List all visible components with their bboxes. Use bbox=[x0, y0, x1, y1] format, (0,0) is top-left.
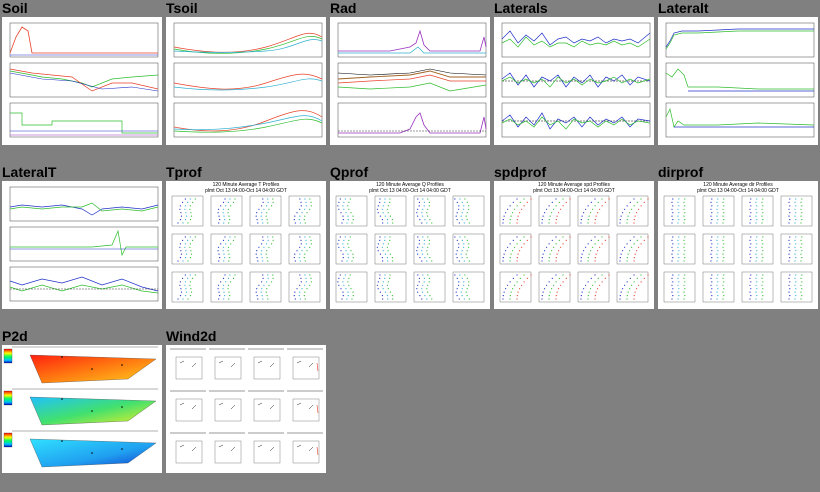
thumbnail-lateralt[interactable]: Lateralt bbox=[656, 0, 818, 162]
wind-grid bbox=[170, 348, 323, 464]
plot-image: 120 Minute Average dir Profiles plmt Oct… bbox=[658, 181, 818, 309]
thumbnail-rad[interactable]: Rad bbox=[328, 0, 490, 162]
thumbnail-soil[interactable]: Soil bbox=[0, 0, 162, 162]
plot-title: 120 Minute Average Q Profiles bbox=[376, 182, 444, 188]
thumbnail-dirprof[interactable]: dirprof 120 Minute Average dir Profiles … bbox=[656, 164, 818, 326]
thumbnail-laterals[interactable]: Laterals bbox=[492, 0, 654, 162]
profile-grid: 120 Minute Average Q Profiles plmt Oct 1… bbox=[335, 182, 485, 303]
plot-image bbox=[2, 181, 162, 309]
thumbnail-label: Tprof bbox=[166, 164, 202, 180]
plot-image: 120 Minute Average spd Profiles plmt Oct… bbox=[494, 181, 654, 309]
plot-subtitle: plmt Oct 13 04:00-Oct 14 04:00 GDT bbox=[533, 188, 615, 194]
plot-image bbox=[494, 17, 654, 145]
plot-image bbox=[658, 17, 818, 145]
thumbnail-label: P2d bbox=[2, 328, 28, 344]
plot-title: 120 Minute Average T Profiles bbox=[213, 182, 280, 188]
profile-grid: 120 Minute Average spd Profiles plmt Oct… bbox=[499, 182, 649, 303]
plot-image: 120 Minute Average T Profiles plmt Oct 1… bbox=[166, 181, 326, 309]
plot-title: 120 Minute Average spd Profiles bbox=[538, 182, 610, 188]
thumbnail-label: Wind2d bbox=[166, 328, 217, 344]
thumbnail-label: dirprof bbox=[658, 164, 704, 180]
thumbnail-label: LateralT bbox=[2, 164, 57, 180]
profile-grid: 120 Minute Average dir Profiles plmt Oct… bbox=[663, 182, 813, 303]
thumbnail-label: Laterals bbox=[494, 0, 548, 16]
plot-subtitle: plmt Oct 13 04:00-Oct 14 04:00 GDT bbox=[205, 188, 287, 194]
plot-image bbox=[166, 345, 326, 473]
thumbnail-label: spdprof bbox=[494, 164, 547, 180]
thumbnail-spdprof[interactable]: spdprof 120 Minute Average spd Profiles … bbox=[492, 164, 654, 326]
thumbnail-label: Rad bbox=[330, 0, 357, 16]
plot-subtitle: plmt Oct 13 04:00-Oct 14 04:00 GDT bbox=[369, 188, 451, 194]
plot-title: 120 Minute Average dir Profiles bbox=[703, 182, 773, 188]
plot-image bbox=[330, 17, 490, 145]
thumbnail-label: Soil bbox=[2, 0, 28, 16]
thumbnail-qprof[interactable]: Qprof 120 Minute Average Q Profiles plmt… bbox=[328, 164, 490, 326]
thumbnail-label: Qprof bbox=[330, 164, 369, 180]
thumbnail-p2d[interactable]: P2d bbox=[0, 328, 162, 490]
plot-subtitle: plmt Oct 13 04:00-Oct 14 04:00 GDT bbox=[697, 188, 779, 194]
thumbnail-label: Tsoil bbox=[166, 0, 198, 16]
thumbnail-wind2d[interactable]: Wind2d bbox=[164, 328, 326, 490]
profile-grid: 120 Minute Average T Profiles plmt Oct 1… bbox=[171, 182, 321, 303]
plot-image: 120 Minute Average Q Profiles plmt Oct 1… bbox=[330, 181, 490, 309]
thumbnail-lateralT[interactable]: LateralT bbox=[0, 164, 162, 326]
thumbnail-tprof[interactable]: Tprof 120 Minute Average T Profiles plmt… bbox=[164, 164, 326, 326]
thumbnail-tsoil[interactable]: Tsoil bbox=[164, 0, 326, 162]
plot-image bbox=[2, 17, 162, 145]
plot-image bbox=[2, 345, 162, 473]
thumbnail-label: Lateralt bbox=[658, 0, 709, 16]
plot-image bbox=[166, 17, 326, 145]
